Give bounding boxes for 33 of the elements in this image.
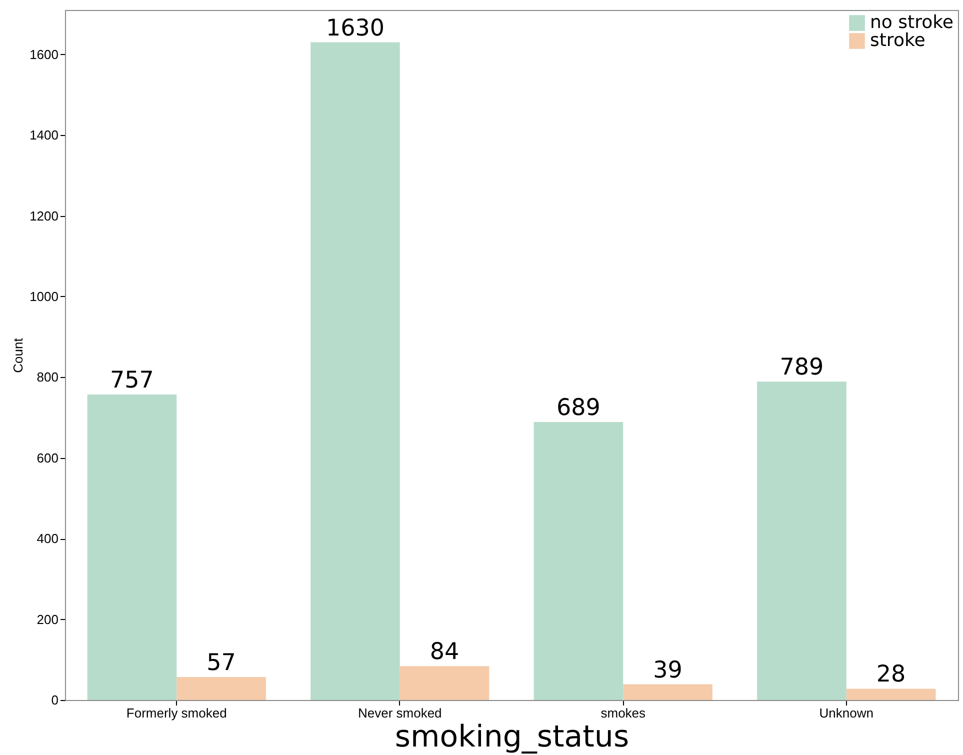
- y-tick-label: 1000: [30, 288, 58, 304]
- y-tick-label: 400: [36, 531, 58, 546]
- data-label: 757: [110, 368, 154, 394]
- x-tick-label: smokes: [600, 706, 646, 720]
- y-tick-label: 0: [51, 692, 58, 708]
- legend-label: stroke: [870, 30, 926, 51]
- data-label: 39: [653, 657, 682, 684]
- legend-label: no stroke: [870, 12, 954, 33]
- bar: [846, 688, 936, 700]
- data-label: 689: [556, 394, 600, 421]
- bar: [623, 684, 712, 700]
- data-label: 789: [780, 354, 824, 381]
- bar: [87, 394, 177, 700]
- y-tick-label: 1200: [30, 208, 58, 224]
- bar: [534, 422, 624, 700]
- y-tick-label: 200: [36, 612, 58, 627]
- data-label: 84: [430, 639, 460, 666]
- y-tick-label: 1600: [30, 46, 58, 62]
- y-tick-label: 800: [36, 370, 58, 385]
- y-axis-title: Count: [10, 338, 26, 373]
- x-tick-label: Never smoked: [358, 706, 442, 720]
- bar: [176, 677, 266, 700]
- bar: [757, 382, 846, 700]
- x-axis-title: smoking_status: [394, 720, 630, 754]
- data-label: 28: [876, 662, 906, 688]
- y-tick-label: 1400: [30, 128, 58, 143]
- data-label: 1630: [326, 15, 384, 42]
- bar: [310, 42, 400, 700]
- data-label: 57: [206, 650, 236, 676]
- x-tick-label: Unknown: [819, 706, 874, 720]
- bar: [400, 666, 490, 700]
- x-tick-label: Formerly smoked: [126, 706, 227, 720]
- y-tick-label: 600: [36, 450, 58, 466]
